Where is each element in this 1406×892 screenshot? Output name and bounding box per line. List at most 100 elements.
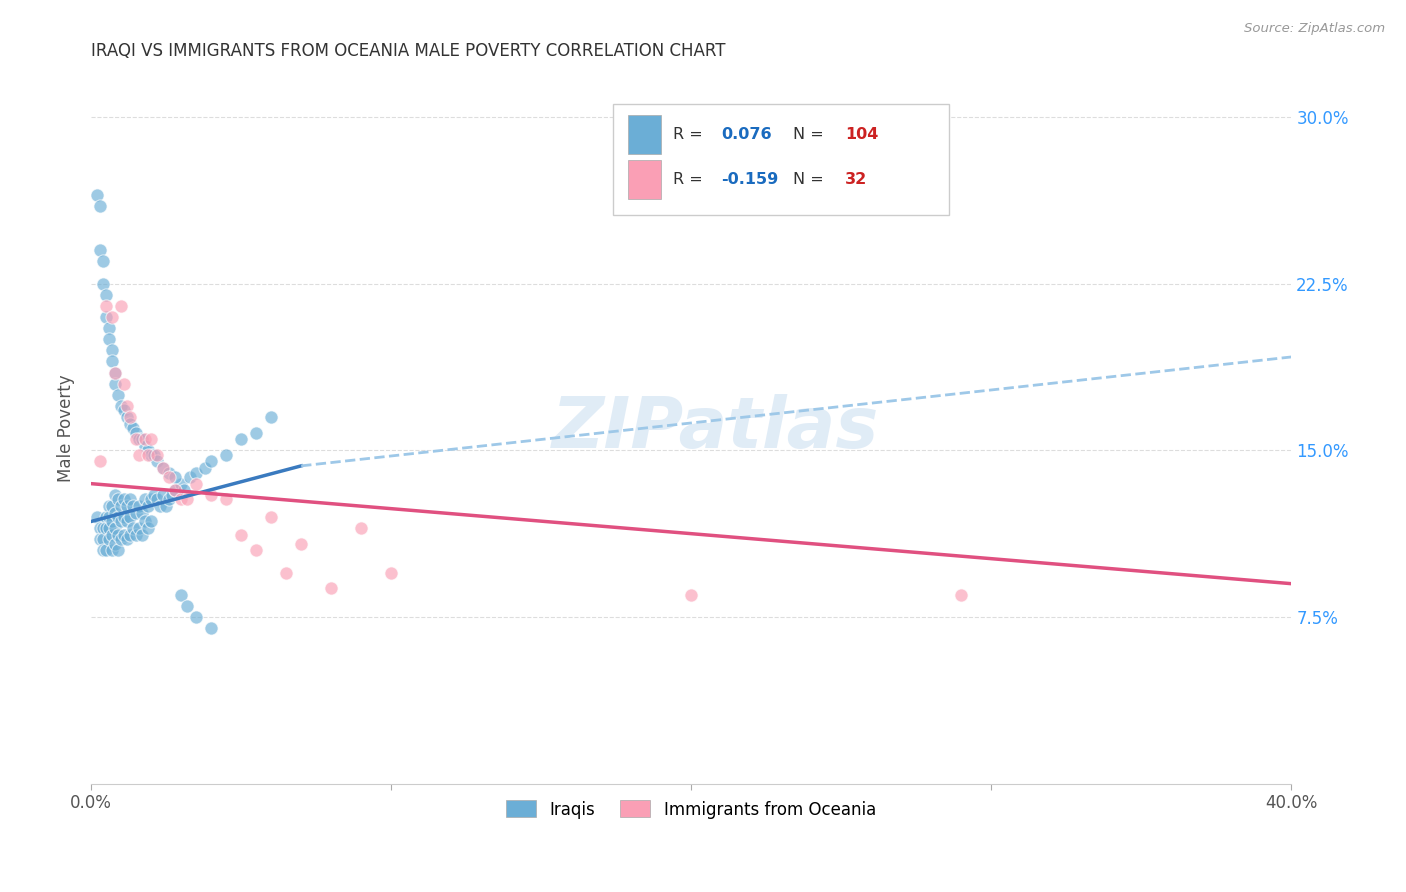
Point bbox=[157, 492, 180, 507]
Point bbox=[350, 521, 373, 535]
Point bbox=[101, 528, 124, 542]
Point bbox=[155, 499, 177, 513]
Point bbox=[104, 521, 127, 535]
Point bbox=[215, 448, 238, 462]
Point bbox=[141, 515, 163, 529]
Point bbox=[89, 521, 111, 535]
Point bbox=[136, 521, 159, 535]
Point bbox=[152, 461, 174, 475]
Point bbox=[112, 403, 135, 417]
Point bbox=[110, 533, 132, 547]
Point bbox=[86, 187, 108, 202]
Point bbox=[128, 432, 150, 446]
Point bbox=[89, 199, 111, 213]
Point bbox=[104, 376, 127, 391]
Text: 32: 32 bbox=[845, 172, 868, 187]
Point bbox=[96, 543, 118, 558]
Point bbox=[231, 528, 253, 542]
Point bbox=[276, 566, 298, 580]
Point bbox=[143, 448, 166, 462]
Point bbox=[120, 510, 142, 524]
Point bbox=[89, 454, 111, 468]
Point bbox=[131, 432, 153, 446]
Point bbox=[128, 521, 150, 535]
Point bbox=[107, 492, 129, 507]
Point bbox=[120, 492, 142, 507]
Bar bbox=[627, 115, 661, 154]
Point bbox=[101, 543, 124, 558]
Point bbox=[170, 588, 193, 602]
Point bbox=[122, 521, 145, 535]
Point bbox=[101, 310, 124, 324]
Point bbox=[110, 399, 132, 413]
Text: 104: 104 bbox=[845, 128, 879, 142]
Point bbox=[141, 432, 163, 446]
Point bbox=[89, 244, 111, 258]
Point bbox=[170, 476, 193, 491]
Y-axis label: Male Poverty: Male Poverty bbox=[58, 375, 75, 482]
Point bbox=[98, 499, 121, 513]
Point bbox=[98, 510, 121, 524]
Point bbox=[120, 409, 142, 424]
Point bbox=[681, 588, 703, 602]
Point bbox=[96, 299, 118, 313]
Point bbox=[186, 466, 208, 480]
Point bbox=[91, 254, 114, 268]
Point bbox=[110, 499, 132, 513]
Point bbox=[165, 483, 187, 498]
Point bbox=[136, 448, 159, 462]
Point bbox=[149, 499, 172, 513]
Point bbox=[125, 528, 148, 542]
Point bbox=[186, 476, 208, 491]
Text: IRAQI VS IMMIGRANTS FROM OCEANIA MALE POVERTY CORRELATION CHART: IRAQI VS IMMIGRANTS FROM OCEANIA MALE PO… bbox=[91, 42, 725, 60]
Point bbox=[96, 510, 118, 524]
Point bbox=[260, 510, 283, 524]
Point bbox=[104, 366, 127, 380]
Point bbox=[131, 528, 153, 542]
Point bbox=[260, 409, 283, 424]
Point bbox=[321, 581, 343, 595]
Point bbox=[91, 543, 114, 558]
Point bbox=[115, 409, 138, 424]
Point bbox=[96, 287, 118, 301]
Point bbox=[101, 354, 124, 368]
Point bbox=[122, 421, 145, 435]
Point bbox=[290, 536, 312, 550]
Point bbox=[136, 443, 159, 458]
Point bbox=[86, 510, 108, 524]
Point bbox=[104, 488, 127, 502]
Point bbox=[134, 515, 156, 529]
Point bbox=[122, 499, 145, 513]
Point bbox=[141, 448, 163, 462]
Point bbox=[96, 310, 118, 324]
Point bbox=[115, 515, 138, 529]
Point bbox=[134, 439, 156, 453]
Point bbox=[107, 543, 129, 558]
Point bbox=[200, 621, 222, 635]
Point bbox=[165, 483, 187, 498]
Point bbox=[101, 343, 124, 358]
Point bbox=[146, 448, 169, 462]
Point bbox=[231, 432, 253, 446]
Point bbox=[165, 470, 187, 484]
Point bbox=[120, 528, 142, 542]
Point bbox=[107, 528, 129, 542]
Point bbox=[101, 499, 124, 513]
Point bbox=[160, 488, 183, 502]
Point bbox=[141, 492, 163, 507]
Point bbox=[125, 506, 148, 520]
Point bbox=[380, 566, 402, 580]
Point bbox=[170, 492, 193, 507]
Bar bbox=[613, 104, 949, 215]
Point bbox=[107, 510, 129, 524]
Text: Source: ZipAtlas.com: Source: ZipAtlas.com bbox=[1244, 22, 1385, 36]
Point bbox=[112, 528, 135, 542]
Text: 0.076: 0.076 bbox=[721, 128, 772, 142]
Point bbox=[115, 499, 138, 513]
Point bbox=[110, 299, 132, 313]
Point bbox=[112, 510, 135, 524]
Text: -0.159: -0.159 bbox=[721, 172, 779, 187]
Point bbox=[91, 521, 114, 535]
Point bbox=[104, 506, 127, 520]
Point bbox=[152, 488, 174, 502]
